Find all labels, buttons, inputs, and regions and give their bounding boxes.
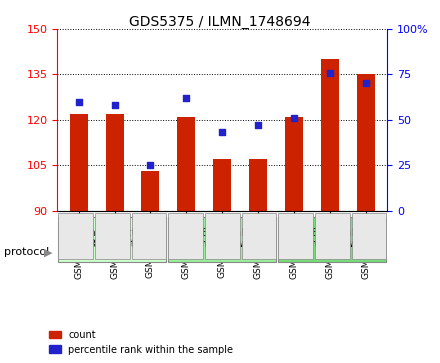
Bar (213, 159, 231, 211)
Bar (357, 74, 374, 211)
Bar (321, 59, 339, 211)
FancyBboxPatch shape (58, 217, 166, 262)
Point (147, 162, 154, 168)
Bar (177, 117, 195, 211)
Bar (285, 117, 303, 211)
Point (111, 102, 118, 108)
FancyBboxPatch shape (132, 213, 166, 259)
Point (326, 70, 334, 76)
Legend: count, percentile rank within the sample: count, percentile rank within the sample (49, 330, 233, 355)
FancyBboxPatch shape (205, 213, 239, 259)
FancyBboxPatch shape (168, 213, 203, 259)
Point (255, 122, 262, 128)
Text: ▶: ▶ (44, 247, 52, 257)
Point (183, 95, 190, 101)
Point (219, 130, 226, 135)
FancyBboxPatch shape (58, 213, 93, 259)
Bar (106, 114, 124, 211)
Bar (70, 114, 88, 211)
FancyBboxPatch shape (278, 213, 313, 259)
Text: empty vector
shRNA control: empty vector shRNA control (77, 228, 147, 249)
FancyBboxPatch shape (315, 213, 349, 259)
Text: shDEK17 shRNA
knockdown: shDEK17 shRNA knockdown (293, 228, 372, 249)
Bar (142, 171, 159, 211)
FancyBboxPatch shape (242, 213, 276, 259)
Bar (249, 159, 267, 211)
Point (362, 81, 369, 86)
Text: shDEK14 shRNA
knockdown: shDEK14 shRNA knockdown (183, 228, 262, 249)
Point (75, 99, 82, 105)
Text: protocol: protocol (4, 247, 50, 257)
FancyBboxPatch shape (95, 213, 129, 259)
FancyBboxPatch shape (352, 213, 386, 259)
Text: GDS5375 / ILMN_1748694: GDS5375 / ILMN_1748694 (129, 15, 311, 29)
FancyBboxPatch shape (278, 217, 386, 262)
Point (290, 115, 297, 121)
FancyBboxPatch shape (168, 217, 276, 262)
